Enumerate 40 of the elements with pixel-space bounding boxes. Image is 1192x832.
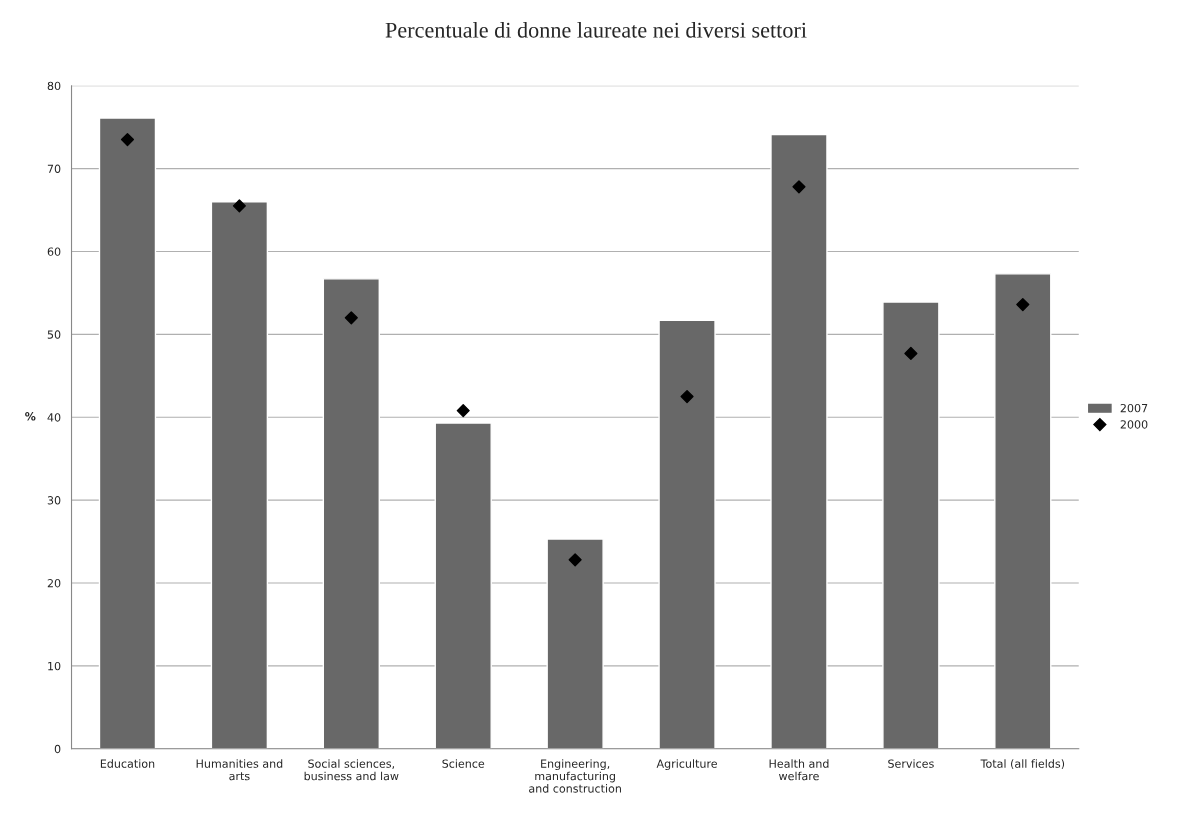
- x-tick-label: Education: [100, 759, 155, 768]
- bar: [658, 319, 716, 749]
- x-tick-label: Services: [888, 759, 934, 768]
- x-tick-label: Agriculture: [656, 759, 718, 770]
- bar: [882, 301, 940, 749]
- point: [792, 180, 806, 194]
- point: [120, 132, 135, 147]
- bar: [322, 278, 380, 749]
- bar: [434, 422, 492, 749]
- x-tick-label: Social sciences, business and law: [304, 759, 399, 781]
- point: [568, 553, 582, 567]
- chart-title: Percentuale di donne laureate nei diversi settori: [385, 22, 807, 38]
- x-tick-label: Engineering, manufacturing and construction: [529, 759, 621, 793]
- y-tick-label: 50: [47, 330, 61, 339]
- x-tick-label: Science: [442, 759, 485, 768]
- y-tick-label: 70: [47, 164, 61, 173]
- point: [456, 404, 470, 418]
- point: [904, 346, 918, 361]
- bar: [210, 201, 269, 749]
- y-tick-label: 60: [47, 247, 61, 256]
- point: [232, 199, 246, 213]
- legend-label: 2000: [1120, 420, 1148, 429]
- y-tick-label: 80: [47, 81, 61, 91]
- x-tick-label: Total (all fields): [980, 759, 1065, 770]
- legend-label: 2007: [1120, 403, 1148, 413]
- y-tick-label: 20: [47, 579, 61, 588]
- x-tick-label: Health and welfare: [769, 759, 829, 781]
- point: [1016, 297, 1030, 312]
- point: [680, 389, 694, 404]
- point: [344, 311, 358, 325]
- y-axis-title: %: [25, 412, 36, 421]
- x-tick-label: Humanities and arts: [196, 759, 283, 781]
- y-tick-label: 0: [54, 744, 61, 754]
- bar: [994, 273, 1052, 749]
- bar: [98, 117, 157, 749]
- y-tick-label: 10: [48, 661, 61, 671]
- bar: [546, 538, 604, 749]
- y-tick-label: 40: [47, 413, 61, 422]
- bar: [770, 133, 828, 749]
- y-tick-label: 30: [47, 496, 61, 505]
